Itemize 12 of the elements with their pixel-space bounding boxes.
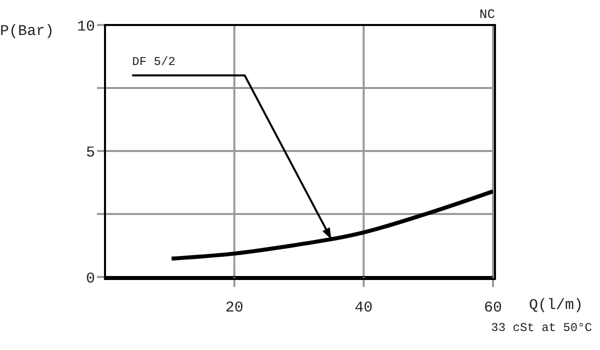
y-tick-label: 10: [76, 18, 95, 36]
x-tick-label: 40: [354, 300, 373, 317]
x-tick-label: 20: [225, 300, 244, 317]
text: 33 cSt at 50°C: [491, 321, 592, 335]
annotation: DF 5/2: [132, 55, 176, 70]
y-tick-label: 5: [86, 144, 95, 162]
x-axis-title: Q(l/m): [529, 297, 584, 314]
line-series: [170, 189, 493, 261]
y-axis-title: P(Bar): [0, 23, 54, 40]
text: NC: [479, 7, 495, 22]
y-tick-label: 0: [86, 270, 95, 288]
x-tick-label: 60: [484, 300, 502, 317]
